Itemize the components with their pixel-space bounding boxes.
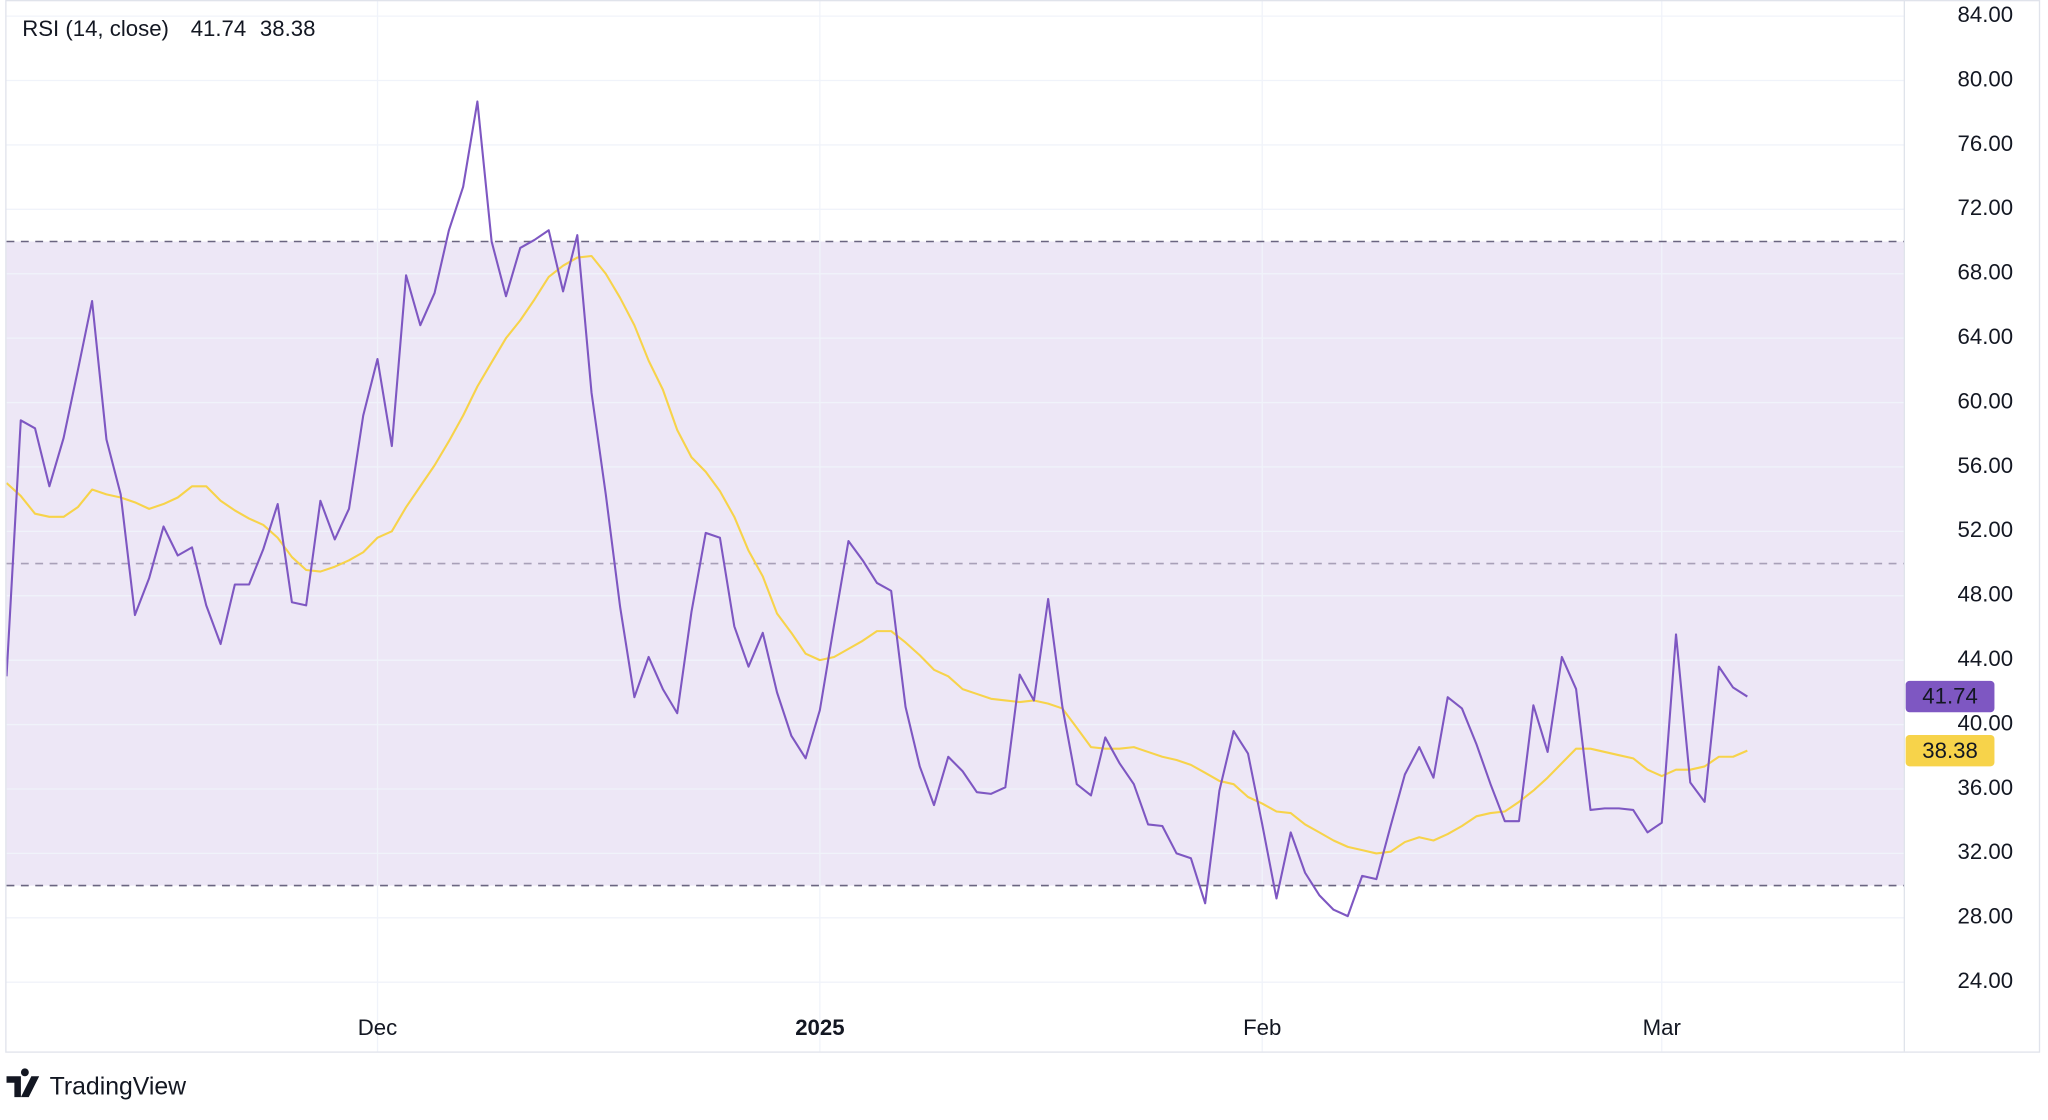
series-line [5, 254, 1748, 855]
x-tick-label: Dec [358, 1015, 397, 1040]
y-tick-label: 60.00 [1958, 388, 2014, 413]
logo-icon [6, 1068, 40, 1098]
plot-area [5, 0, 1905, 1052]
x-tick-label: Mar [1643, 1015, 1682, 1040]
x-tick-label: 2025 [795, 1015, 844, 1040]
y-tick-label: 56.00 [1958, 453, 2014, 478]
brand: TradingView [50, 1074, 187, 1101]
x-tick-label: Feb [1243, 1015, 1281, 1040]
y-tick-label: 44.00 [1958, 646, 2014, 671]
y-tick-label: 52.00 [1958, 517, 2014, 542]
series-line [5, 100, 1748, 918]
price-badge-label: 38.38 [1922, 738, 1978, 763]
logo: TradingView [6, 1068, 187, 1101]
y-tick-label: 76.00 [1958, 131, 2014, 156]
price-badge-label: 41.74 [1922, 684, 1978, 709]
y-tick-label: 24.00 [1958, 968, 2014, 993]
y-tick-label: 84.00 [1958, 2, 2014, 27]
price-badge [1905, 734, 1995, 767]
legend-value: 38.38 [260, 16, 316, 41]
y-tick-label: 72.00 [1958, 195, 2014, 220]
y-tick-label: 36.00 [1958, 775, 2014, 800]
chart-border [5, 0, 2041, 1053]
y-tick-label: 68.00 [1958, 260, 2014, 285]
y-tick-label: 40.00 [1958, 710, 2014, 735]
legend-title: RSI (14, close) [22, 16, 169, 41]
legend-value: 41.74 [191, 16, 247, 41]
y-tick-label: 32.00 [1958, 839, 2014, 864]
y-tick-label: 28.00 [1958, 904, 2014, 929]
y-tick-label: 80.00 [1958, 66, 2014, 91]
y-tick-label: 48.00 [1958, 582, 2014, 607]
y-tick-label: 64.00 [1958, 324, 2014, 349]
price-badge [1905, 680, 1995, 713]
